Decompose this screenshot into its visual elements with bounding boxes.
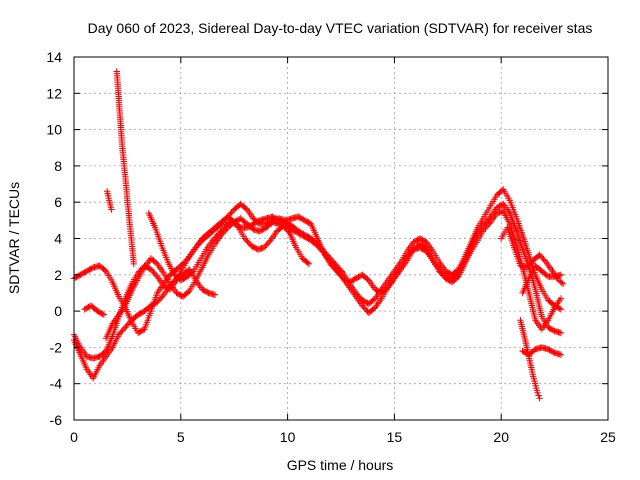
x-tick-label: 20 bbox=[493, 429, 509, 445]
y-tick-label: -4 bbox=[50, 376, 63, 392]
x-tick-label: 10 bbox=[280, 429, 296, 445]
series-spike bbox=[113, 68, 137, 268]
series-arc-g bbox=[103, 188, 115, 213]
y-tick-label: 10 bbox=[46, 122, 62, 138]
data-marks bbox=[103, 188, 115, 213]
y-tick-label: 0 bbox=[54, 303, 62, 319]
y-axis-label: SDTVAR / TECUs bbox=[6, 182, 22, 294]
data-marks bbox=[519, 344, 565, 358]
x-tick-label: 0 bbox=[70, 429, 78, 445]
x-tick-label: 25 bbox=[600, 429, 616, 445]
data-marks bbox=[113, 68, 137, 268]
y-tick-label: 2 bbox=[54, 267, 62, 283]
data-points bbox=[70, 68, 567, 402]
series-arc-i bbox=[519, 344, 565, 358]
y-tick-label: 6 bbox=[54, 194, 62, 210]
series-arc-k bbox=[498, 224, 567, 288]
series-arc-e bbox=[70, 266, 219, 382]
data-marks bbox=[70, 266, 219, 382]
data-marks bbox=[70, 186, 565, 362]
y-tick-label: 12 bbox=[46, 85, 62, 101]
x-tick-label: 15 bbox=[387, 429, 403, 445]
data-marks bbox=[102, 208, 565, 342]
y-tick-label: -6 bbox=[50, 412, 63, 428]
chart-title: Day 060 of 2023, Sidereal Day-to-day VTE… bbox=[88, 20, 593, 36]
y-tick-label: 4 bbox=[54, 231, 62, 247]
y-tick-label: -2 bbox=[50, 339, 63, 355]
data-marks bbox=[81, 302, 108, 318]
y-tick-label: 14 bbox=[46, 49, 62, 65]
grid bbox=[74, 57, 608, 420]
series-arc-f bbox=[81, 302, 108, 318]
x-axis-label: GPS time / hours bbox=[287, 457, 394, 473]
y-tick-label: 8 bbox=[54, 158, 62, 174]
series-arc-b bbox=[70, 186, 565, 362]
data-marks bbox=[498, 224, 567, 288]
axis-ticks: 0 5 10 15 20 25 -6 -4 -2 0 2 4 6 8 10 12 14 bbox=[46, 49, 616, 445]
x-tick-label: 5 bbox=[177, 429, 185, 445]
series-arc-c bbox=[102, 208, 565, 342]
